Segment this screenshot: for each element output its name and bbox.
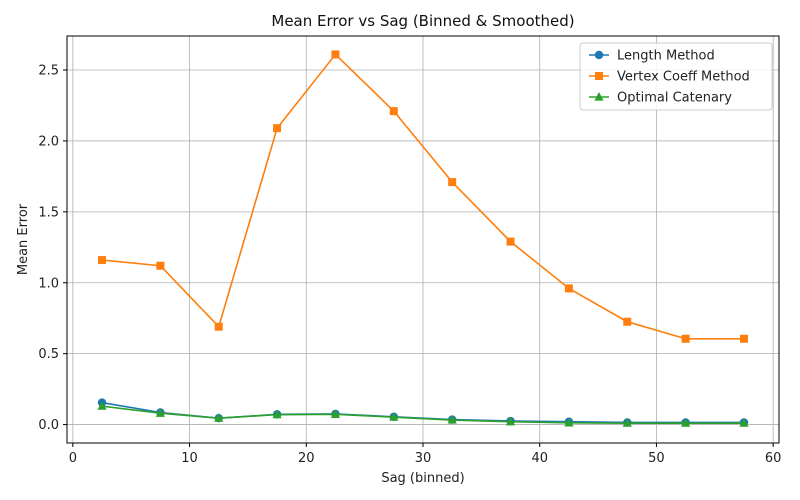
data-point: [389, 412, 399, 421]
data-point: [623, 317, 632, 326]
legend-marker: [594, 50, 604, 60]
data-point: [622, 418, 632, 427]
data-point: [97, 401, 107, 410]
legend-marker: [594, 92, 604, 101]
data-point: [272, 409, 282, 419]
data-point: [214, 322, 223, 331]
x-tick-label: 60: [765, 451, 782, 466]
data-point: [331, 50, 340, 59]
legend-label: Optimal Catenary: [617, 91, 732, 106]
series-vertex-coeff-method: [98, 50, 748, 343]
legend-item: Optimal Catenary: [589, 91, 732, 106]
data-point: [564, 284, 573, 293]
data-point: [156, 261, 165, 270]
series-optimal-catenary: [97, 401, 749, 427]
legend-item: Vertex Coeff Method: [589, 70, 750, 85]
legend-frame: [579, 42, 773, 111]
data-point: [273, 124, 282, 133]
x-tick-label: 10: [181, 451, 198, 466]
y-tick-label: 2.5: [38, 64, 59, 79]
axis-ticks: 0 10 20 30 40 50 60 0.0 0.5 1.0 1.5 2.0 2.5: [38, 64, 781, 466]
x-tick-label: 50: [648, 451, 665, 466]
data-point: [564, 417, 574, 427]
x-tick-label: 30: [415, 451, 432, 466]
y-tick-label: 1.0: [38, 276, 59, 291]
legend-label: Vertex Coeff Method: [617, 70, 750, 85]
series-line: [101, 53, 744, 340]
data-point: [389, 107, 398, 116]
x-tick-label: 20: [298, 451, 315, 466]
legend-item: Length Method: [589, 49, 715, 64]
data-point: [448, 178, 457, 187]
data-point: [447, 415, 457, 424]
series-line: [101, 405, 744, 424]
data-point: [739, 334, 748, 343]
x-tick-label: 40: [531, 451, 548, 466]
chart-title: Mean Error vs Sag (Binned & Smoothed): [271, 12, 574, 30]
legend: Length Method Vertex Coeff Method Optimal …: [579, 42, 773, 111]
legend-marker: [595, 72, 603, 80]
x-axis-label: Sag (binned): [381, 471, 464, 486]
data-point: [155, 408, 165, 417]
data-point: [330, 409, 341, 418]
data-point: [681, 418, 691, 427]
data-point: [506, 237, 515, 246]
y-axis-label: Mean Error: [16, 203, 31, 275]
series-layer: [97, 50, 749, 427]
x-tick-label: 0: [69, 451, 77, 466]
y-tick-label: 2.0: [38, 134, 59, 149]
y-tick-label: 0.5: [38, 347, 59, 362]
legend-label: Length Method: [617, 49, 715, 64]
data-point: [681, 334, 690, 343]
data-point: [505, 416, 516, 426]
y-tick-label: 0.0: [38, 418, 59, 433]
data-point: [214, 413, 224, 422]
data-point: [739, 418, 749, 427]
y-tick-label: 1.5: [38, 205, 59, 220]
data-point: [98, 256, 107, 265]
